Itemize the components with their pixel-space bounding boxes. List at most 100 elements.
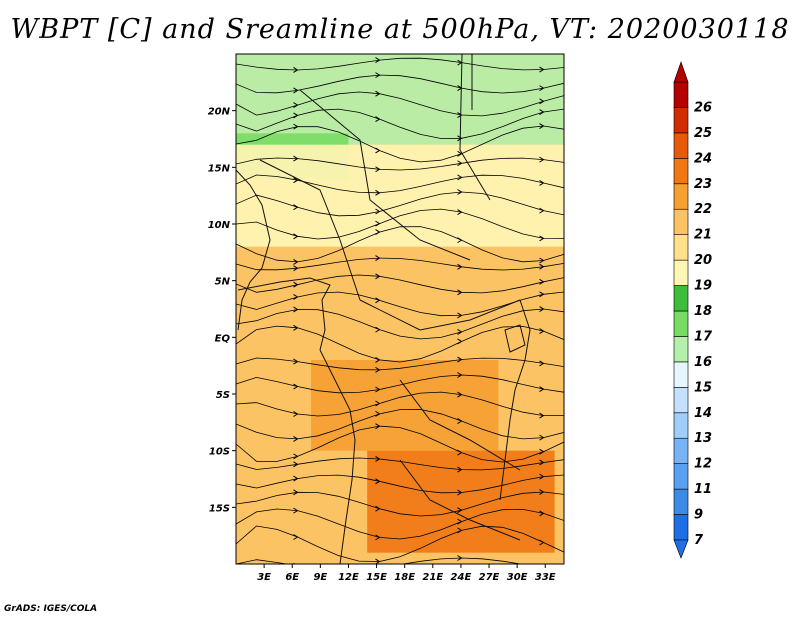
streamline-arrow (375, 534, 381, 541)
y-tick-label: 15N (208, 163, 231, 174)
streamline-arrow (539, 412, 545, 419)
streamline-10 (236, 257, 564, 271)
colorbar-segment (673, 208, 689, 235)
streamline-18 (236, 409, 564, 440)
streamline-arrow (375, 400, 381, 407)
colorbar-segment (673, 259, 689, 286)
streamline-arrow (293, 324, 299, 331)
colorbar-label: 23 (694, 177, 712, 192)
streamline-arrow (293, 87, 299, 94)
streamline-arrow (375, 208, 381, 215)
streamline-24 (236, 525, 564, 562)
streamline-5 (236, 157, 564, 171)
streamline-arrow (457, 174, 463, 181)
streamline-arrow (457, 466, 463, 473)
streamline-arrow (539, 235, 545, 242)
streamline-7 (236, 191, 564, 217)
colorbar-segment (673, 107, 689, 134)
streamline-arrow (539, 123, 545, 129)
streamline-arrow (293, 204, 299, 211)
streamline-arrow (375, 423, 381, 430)
streamline-arrow (539, 257, 545, 264)
footer-credit: GrADS: IGES/COLA (4, 604, 98, 614)
streamline-arrow (539, 510, 545, 517)
streamline-arrow (375, 505, 381, 512)
colorbar-label: 19 (694, 279, 712, 294)
coastline-gulf-of-guinea (237, 277, 331, 351)
streamline-arrow (457, 418, 463, 424)
field-region-5 (367, 450, 555, 553)
streamline-arrow (375, 273, 381, 280)
streamline-arrow (293, 67, 299, 73)
streamline-arrow (293, 265, 299, 272)
x-tick-label: 3E (257, 572, 271, 583)
streamline-arrow (293, 489, 299, 496)
colorbar-segment (673, 132, 689, 159)
x-tick-label: 15E (366, 572, 387, 583)
streamline-arrow (540, 565, 544, 570)
streamline-arrow (539, 473, 545, 480)
streamline-arrow (375, 90, 381, 97)
streamline-arrow (293, 233, 299, 240)
streamline-11 (236, 274, 564, 294)
streamline-arrow (293, 102, 299, 109)
border-e (399, 459, 521, 541)
colorbar-segment (673, 158, 689, 185)
streamline-arrow (293, 177, 299, 184)
colorbar-top-arrow (673, 61, 689, 83)
streamline-17 (236, 391, 564, 417)
streamline-arrow (293, 281, 299, 288)
streamline-arrow (457, 237, 463, 244)
streamline-20 (236, 457, 564, 471)
streamline-arrow (539, 360, 545, 367)
streamline-arrow (539, 539, 545, 546)
streamline-15 (236, 357, 564, 371)
colorbar-label: 22 (694, 202, 712, 217)
streamline-arrow (293, 507, 299, 514)
streamline-14 (236, 325, 564, 363)
streamline-arrow (539, 489, 545, 495)
streamline-arrow (457, 338, 463, 345)
streamline-arrow (375, 255, 381, 261)
streamline-arrow (375, 297, 381, 304)
colorbar-label: 21 (694, 228, 712, 243)
streamline-arrow (539, 448, 545, 455)
colorbar-label: 20 (694, 253, 712, 268)
streamline-arrow (293, 294, 299, 300)
colorbar-label: 9 (694, 508, 703, 523)
y-tick-label: EQ (215, 333, 231, 344)
streamline-arrow (293, 534, 299, 540)
map-area (236, 54, 564, 570)
streamline-arrow (375, 220, 381, 227)
colorbar-label: 17 (694, 329, 713, 344)
colorbar-label: 16 (694, 355, 712, 370)
colorbar-segment (673, 437, 689, 464)
streamline-arrow (293, 383, 299, 390)
colorbar-label: 25 (694, 126, 712, 141)
streamline-arrow (457, 209, 463, 216)
x-tick-label: 9E (313, 572, 327, 583)
streamline-arrow (457, 150, 463, 157)
x-tick-label: 24E (451, 572, 472, 583)
streamline-arrow (457, 372, 463, 378)
coastline-central-west (319, 349, 356, 564)
streamline-arrow (539, 85, 545, 92)
streamline-arrow (293, 411, 299, 417)
x-tick-label: 12E (338, 572, 359, 583)
streamline-arrow (539, 66, 545, 73)
chart-title: WBPT [C] and Sreamline at 500hPa, VT: 20… (10, 14, 790, 45)
streamline-arrow (539, 109, 545, 115)
coastline-west-africa (236, 169, 271, 331)
streamline-arrow (457, 312, 463, 319)
streamline-arrow (293, 435, 299, 442)
colorbar-segment (673, 514, 689, 541)
streamline-arrow (539, 306, 545, 312)
streamline-arrow (457, 507, 463, 514)
streamline-arrow (375, 410, 381, 417)
streamline-arrow (293, 358, 299, 365)
colorbar-segment (673, 412, 689, 439)
streamline-4 (236, 125, 564, 163)
streamline-arrow (293, 123, 299, 130)
colorbar-segment (673, 463, 689, 490)
